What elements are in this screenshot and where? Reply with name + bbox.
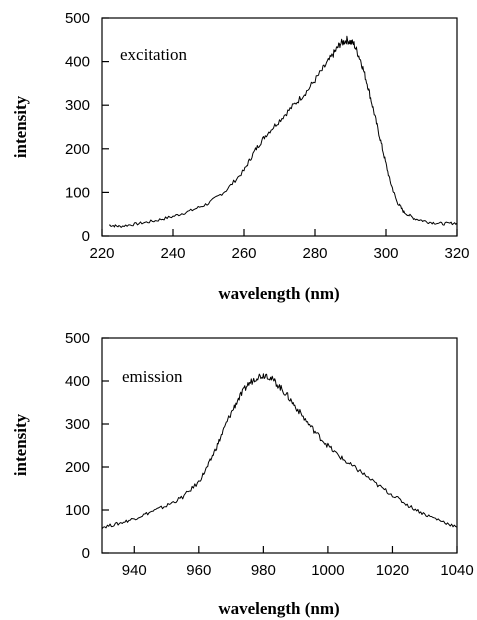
emission-y-tick-label: 500	[65, 330, 90, 347]
excitation-x-tick-label: 240	[160, 245, 185, 262]
emission-y-tick-label: 100	[65, 502, 90, 519]
excitation-annotation: excitation	[120, 45, 188, 64]
emission-x-tick-label: 940	[122, 562, 147, 579]
excitation-plot-frame	[101, 17, 458, 237]
excitation-chart: 220 240 260 280 300 320 0 100 200 300 400 500 excit…	[11, 10, 470, 303]
excitation-series-line	[109, 35, 458, 228]
emission-ticks: 940 960 980 1000 1020 1040 0 100 200 300 400 500	[65, 330, 474, 579]
emission-y-tick-label: 200	[65, 459, 90, 476]
excitation-y-tick-label: 500	[65, 10, 90, 27]
emission-x-tick-label: 980	[251, 562, 276, 579]
excitation-y-tick-label: 400	[65, 54, 90, 71]
excitation-x-tick-label: 320	[444, 245, 469, 262]
emission-x-tick-label: 1020	[376, 562, 409, 579]
emission-y-tick-label: 300	[65, 416, 90, 433]
emission-y-tick-label: 400	[65, 373, 90, 390]
excitation-x-tick-label: 280	[302, 245, 327, 262]
excitation-y-tick-label: 0	[82, 228, 90, 245]
excitation-x-tick-label: 220	[89, 245, 114, 262]
excitation-y-tick-label: 200	[65, 141, 90, 158]
excitation-ticks: 220 240 260 280 300 320 0 100 200 300 400 500	[65, 10, 470, 262]
excitation-x-tick-label: 300	[373, 245, 398, 262]
emission-x-axis-title: wavelength (nm)	[218, 599, 339, 618]
emission-chart: 940 960 980 1000 1020 1040 0 100 200 300 400 500 em…	[11, 330, 474, 618]
emission-plot-frame	[101, 337, 458, 554]
emission-x-tick-label: 960	[186, 562, 211, 579]
emission-x-tick-label: 1000	[311, 562, 344, 579]
excitation-y-axis-title: intensity	[11, 95, 30, 158]
excitation-x-tick-label: 260	[231, 245, 256, 262]
excitation-y-tick-label: 300	[65, 97, 90, 114]
emission-y-axis-title: intensity	[11, 413, 30, 476]
excitation-y-tick-label: 100	[65, 184, 90, 201]
emission-y-tick-label: 0	[82, 545, 90, 562]
excitation-x-axis-title: wavelength (nm)	[218, 284, 339, 303]
emission-series-line	[101, 373, 458, 530]
emission-x-tick-label: 1040	[440, 562, 473, 579]
emission-annotation: emission	[122, 367, 183, 386]
